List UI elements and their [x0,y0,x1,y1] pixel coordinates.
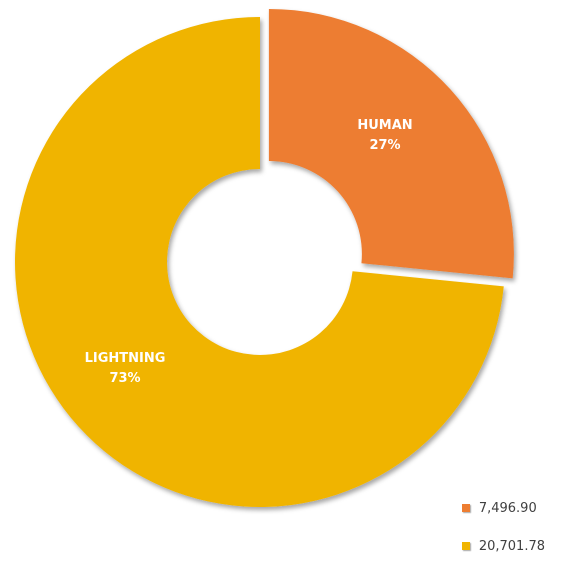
slice-label-human: HUMAN [357,118,412,133]
legend-label-lightning: 20,701.78 [478,538,545,554]
legend-item-human: 7,496.90 [461,498,545,518]
legend-label-human: 7,496.90 [478,500,537,516]
slice-percent-human: 27% [369,138,400,153]
legend: 7,496.90 20,701.78 [461,498,545,574]
slice-labels: HUMAN 27% LIGHTNING 73% [85,118,413,386]
slice-lightning [15,17,504,507]
slice-human [268,8,514,279]
donut-slices [15,8,514,507]
slice-label-lightning: LIGHTNING [85,351,166,366]
legend-swatch-human [461,504,470,512]
legend-swatch-lightning [461,542,470,550]
slice-percent-lightning: 73% [109,371,140,386]
legend-item-lightning: 20,701.78 [461,536,545,556]
